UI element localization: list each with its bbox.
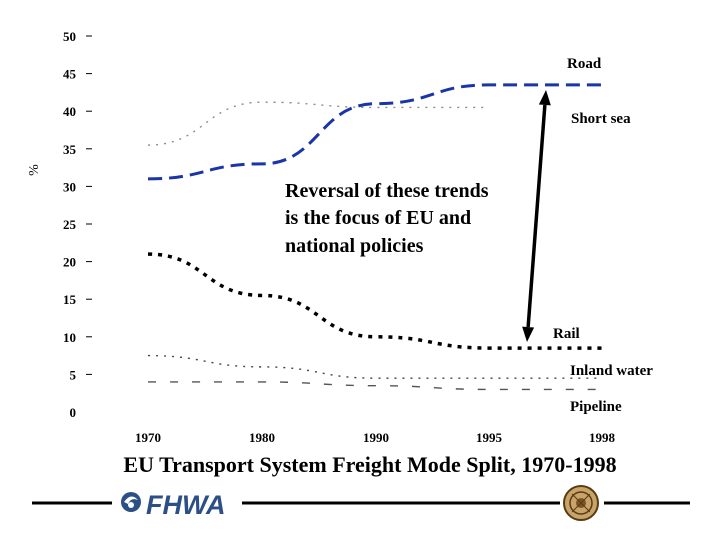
fhwa-swirl-icon <box>121 492 141 512</box>
annotation-text: Reversal of these trends is the focus of… <box>285 180 493 257</box>
y-tick-label: 0 <box>70 405 77 420</box>
y-tick-label: 40 <box>63 104 76 119</box>
y-tick-label: 35 <box>63 142 77 157</box>
footer: FHWA <box>32 485 690 521</box>
dot-seal-icon <box>563 485 599 521</box>
series-line-rail <box>147 252 602 350</box>
y-tick-label: 10 <box>63 330 76 345</box>
chart-title: EU Transport System Freight Mode Split, … <box>123 452 616 477</box>
y-tick-label: 15 <box>63 292 77 307</box>
fhwa-logo-text: FHWA <box>146 490 225 520</box>
series-labels: Road Short sea Rail Inland water Pipeline <box>553 56 653 415</box>
y-tick-label: 25 <box>63 217 77 232</box>
y-tick-label: 5 <box>70 367 77 382</box>
annotation-line-3: national policies <box>285 235 424 257</box>
series-label-inland-water: Inland water <box>570 363 653 379</box>
series-lines <box>147 83 602 391</box>
x-tick-label: 1998 <box>589 430 616 445</box>
y-tick-label: 50 <box>63 29 76 44</box>
y-ticks: 0 5 10 15 20 25 30 35 40 45 50 <box>63 29 92 420</box>
series-line-inland-water <box>147 354 602 379</box>
series-label-rail: Rail <box>553 326 580 342</box>
x-ticks: 1970 1980 1990 1995 1998 <box>135 430 616 445</box>
series-label-road: Road <box>567 56 602 72</box>
series-line-short-sea <box>147 101 489 146</box>
series-label-short-sea: Short sea <box>571 111 631 127</box>
x-tick-label: 1970 <box>135 430 161 445</box>
annotation-line-2: is the focus of EU and <box>285 207 471 229</box>
series-line-pipeline <box>148 381 602 391</box>
y-tick-label: 20 <box>63 255 76 270</box>
x-tick-label: 1995 <box>476 430 503 445</box>
series-label-pipeline: Pipeline <box>570 399 622 415</box>
y-tick-label: 30 <box>63 179 76 194</box>
x-tick-label: 1990 <box>363 430 389 445</box>
y-axis-label: % <box>27 164 42 176</box>
series-line-road <box>147 83 602 181</box>
annotation-line-1: Reversal of these trends <box>285 180 489 202</box>
y-tick-label: 45 <box>63 67 77 82</box>
x-tick-label: 1980 <box>249 430 275 445</box>
double-arrow <box>522 90 551 342</box>
